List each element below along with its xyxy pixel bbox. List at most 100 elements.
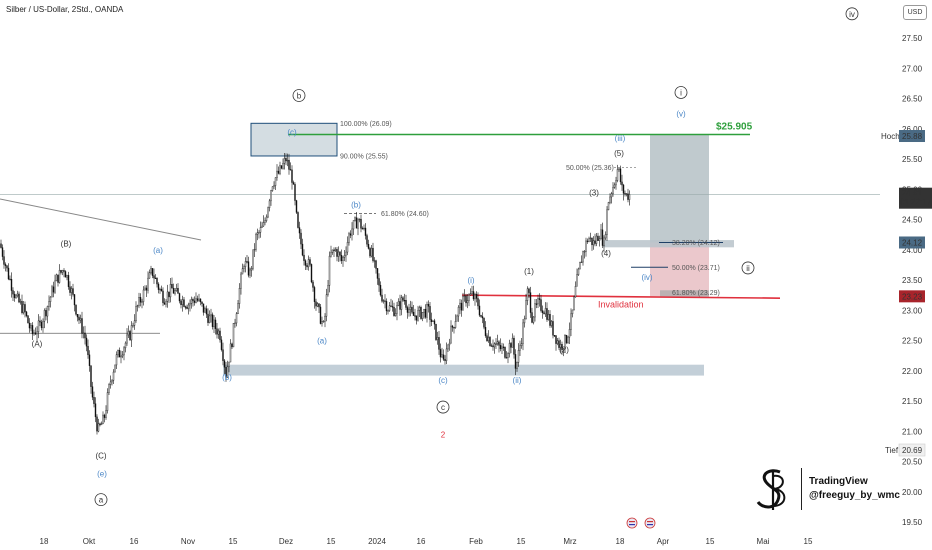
candle-body [376, 268, 379, 279]
currency-button[interactable]: USD [903, 5, 927, 20]
candle-body [618, 168, 620, 170]
candle-body [487, 336, 490, 342]
candle-body [259, 227, 262, 233]
candle-body [339, 251, 341, 256]
invalidation-label: Invalidation [598, 299, 644, 309]
wave-label: (c) [438, 376, 448, 385]
fib-label: 61.80% (23.29) [672, 290, 720, 297]
candle-body [589, 237, 592, 240]
candle-body [387, 310, 389, 312]
candle-body [195, 298, 197, 303]
candle-body [73, 294, 76, 306]
candle-body [267, 207, 269, 218]
event-flag-icon[interactable] [644, 517, 656, 529]
candle-body [196, 298, 199, 301]
wave-label: (A) [32, 340, 43, 349]
candle-body [514, 354, 517, 369]
candle-body [507, 353, 509, 358]
candle-body [123, 347, 125, 356]
wave-label: (b) [351, 200, 361, 209]
risk-zone [650, 242, 709, 297]
candle-body [361, 228, 364, 230]
candle-body [93, 397, 95, 404]
candle-body [439, 349, 442, 358]
candle-body [102, 414, 104, 425]
wave-label: (c) [287, 128, 297, 137]
candle-body [412, 312, 415, 316]
candle-body [261, 225, 263, 228]
candle-body [9, 278, 11, 280]
candle-body [348, 233, 350, 243]
candle-body [120, 355, 122, 358]
candle-body [255, 233, 257, 250]
high-value: 25.88 [902, 132, 923, 141]
candle-body [595, 235, 598, 244]
candle-body [240, 273, 242, 289]
candle-body [228, 361, 230, 368]
candle-body [81, 318, 83, 334]
y-tick-label: 26.50 [902, 95, 923, 104]
event-flag-stripe [647, 524, 653, 526]
candle-body [556, 340, 559, 344]
candle-body [78, 316, 80, 321]
candle-body [549, 314, 551, 326]
candle-body [607, 202, 610, 211]
candle-body [229, 343, 232, 363]
candle-body [577, 268, 580, 275]
candle-body [34, 332, 37, 335]
candle-body [400, 297, 403, 310]
candle-body [562, 348, 565, 350]
candle-body [574, 286, 577, 298]
candle-body [231, 343, 233, 348]
candle-body [613, 184, 616, 188]
candle-body [451, 325, 454, 328]
candle-body [250, 268, 253, 271]
candle-body [201, 301, 203, 305]
candle-body [18, 293, 20, 303]
candle-body [192, 299, 194, 302]
target-label: $25.905 [716, 121, 753, 132]
candle-body [570, 313, 572, 330]
candle-body [544, 308, 547, 315]
y-tick-label: 20.50 [902, 458, 923, 467]
candle-body [358, 218, 361, 221]
candle-body [495, 343, 497, 345]
last-price-value: 24.91 [902, 189, 923, 198]
y-tick-label: 24.50 [902, 216, 923, 225]
candle-body [187, 304, 190, 309]
chart-title: Silber / US-Dollar, 2Std., OANDA [6, 5, 124, 14]
candle-body [309, 259, 311, 265]
candle-body [205, 308, 208, 315]
candle-body [540, 299, 542, 311]
y-tick-label: 22.00 [902, 367, 923, 376]
candle-body [285, 157, 287, 162]
candle-body [286, 159, 289, 162]
candle-body [136, 305, 139, 307]
candle-body [394, 313, 397, 316]
wave-label: 2 [441, 430, 446, 439]
y-tick-label: 20.00 [902, 488, 923, 497]
candle-body [532, 316, 535, 323]
wave-label: i [680, 88, 682, 97]
candle-body [528, 288, 530, 293]
x-tick-label: 15 [706, 537, 715, 546]
wave-label: (e) [97, 470, 107, 479]
candle-body [244, 261, 247, 267]
event-flag-icon[interactable] [626, 517, 638, 529]
candle-body [100, 423, 103, 426]
candle-body [64, 271, 67, 278]
candle-body [624, 193, 626, 195]
candle-body [351, 228, 353, 236]
candle-body [135, 306, 137, 322]
candle-body [537, 298, 539, 305]
candle-body [444, 359, 446, 361]
candle-body [408, 309, 410, 313]
candle-body [606, 209, 608, 235]
candle-body [453, 327, 455, 329]
candle-body [15, 295, 17, 298]
candle-body [163, 302, 166, 305]
candle-body [328, 255, 331, 286]
candle-body [459, 302, 461, 308]
high-tag [899, 130, 925, 143]
